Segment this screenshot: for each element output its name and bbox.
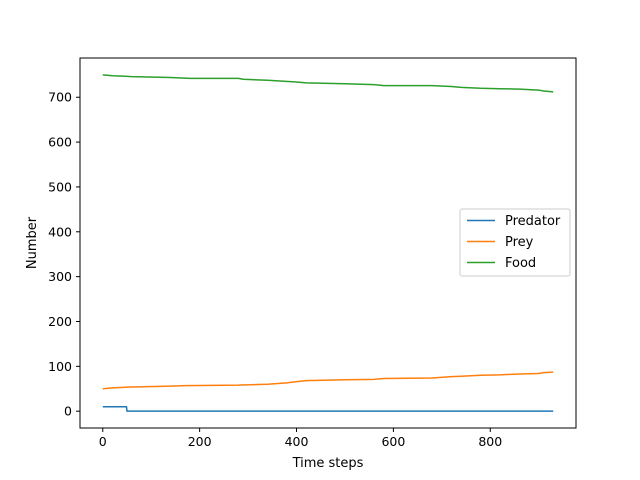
y-axis-label: Number [25,216,40,269]
series-line-prey [102,371,554,390]
plot-lines [102,74,554,412]
x-tick-label: 800 [478,434,502,449]
y-tick-label: 100 [48,359,72,374]
series-line-food [102,74,554,93]
series-line-predator [102,405,554,412]
x-tick-label: 0 [99,434,107,449]
legend: Predator Prey Food [459,208,571,277]
legend-box [459,208,571,277]
y-tick-label: 600 [48,135,72,150]
x-tick-label: 200 [188,434,212,449]
y-tick-label: 400 [48,224,72,239]
x-axis: 0 200 400 600 800 [99,428,502,449]
y-tick-label: 200 [48,314,72,329]
legend-label-predator: Predator [505,214,561,229]
x-axis-label: Time steps [292,456,364,471]
y-tick-label: 0 [64,404,72,419]
legend-label-food: Food [505,256,536,271]
y-tick-label: 500 [48,179,72,194]
x-tick-label: 400 [285,434,309,449]
legend-label-prey: Prey [505,235,534,250]
plot-frame [79,57,577,429]
x-tick-label: 600 [381,434,405,449]
y-tick-label: 300 [48,269,72,284]
y-tick-label: 700 [48,90,72,105]
y-axis: 0 100 200 300 400 500 600 700 [48,90,80,419]
